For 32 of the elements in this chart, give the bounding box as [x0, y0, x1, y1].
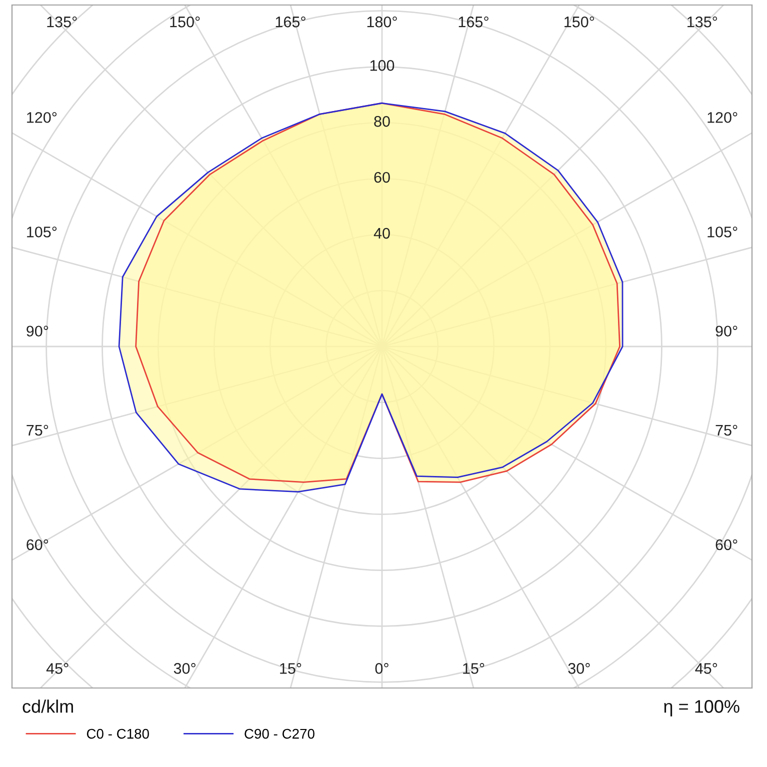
spoke-label: 60° — [26, 539, 48, 550]
y-tick-label: 80 — [374, 116, 390, 127]
spoke-label: 180° — [367, 16, 397, 28]
spoke-label: 90° — [716, 326, 738, 337]
y-tick-label: 40 — [374, 228, 390, 239]
spoke-label: 105° — [708, 226, 738, 238]
text: η = 100% — [664, 700, 740, 716]
spoke-label: 90° — [26, 326, 48, 337]
spoke-label: 60° — [716, 539, 738, 550]
legend-label: C0 - C180 — [86, 728, 149, 739]
y-tick-label: 100 — [370, 60, 394, 71]
spoke-label: 45° — [695, 663, 718, 674]
spoke-label: 45° — [46, 663, 68, 674]
y-tick-label: 60 — [374, 172, 390, 183]
spoke-label: 30° — [568, 663, 590, 674]
spoke-label: 165° — [458, 16, 488, 28]
spoke-label: 135° — [688, 16, 718, 28]
legend-label: C90 - C270 — [244, 728, 314, 739]
spoke-label: 150° — [170, 16, 200, 28]
spoke-label: 165° — [276, 16, 306, 28]
spoke-label: 30° — [174, 663, 196, 674]
spoke-label: 120° — [708, 112, 738, 123]
spoke-label: 120° — [27, 112, 57, 123]
spoke-label: 15° — [280, 663, 302, 674]
spoke-label: 105° — [27, 226, 57, 238]
spoke-label: 15° — [463, 663, 484, 674]
spoke-label: 150° — [564, 16, 594, 28]
spoke-label: 0° — [375, 663, 388, 674]
spoke-label: 135° — [47, 16, 77, 28]
text: cd/klm — [22, 700, 73, 713]
spoke-label: 75° — [716, 424, 738, 436]
spoke-label: 75° — [26, 424, 48, 436]
